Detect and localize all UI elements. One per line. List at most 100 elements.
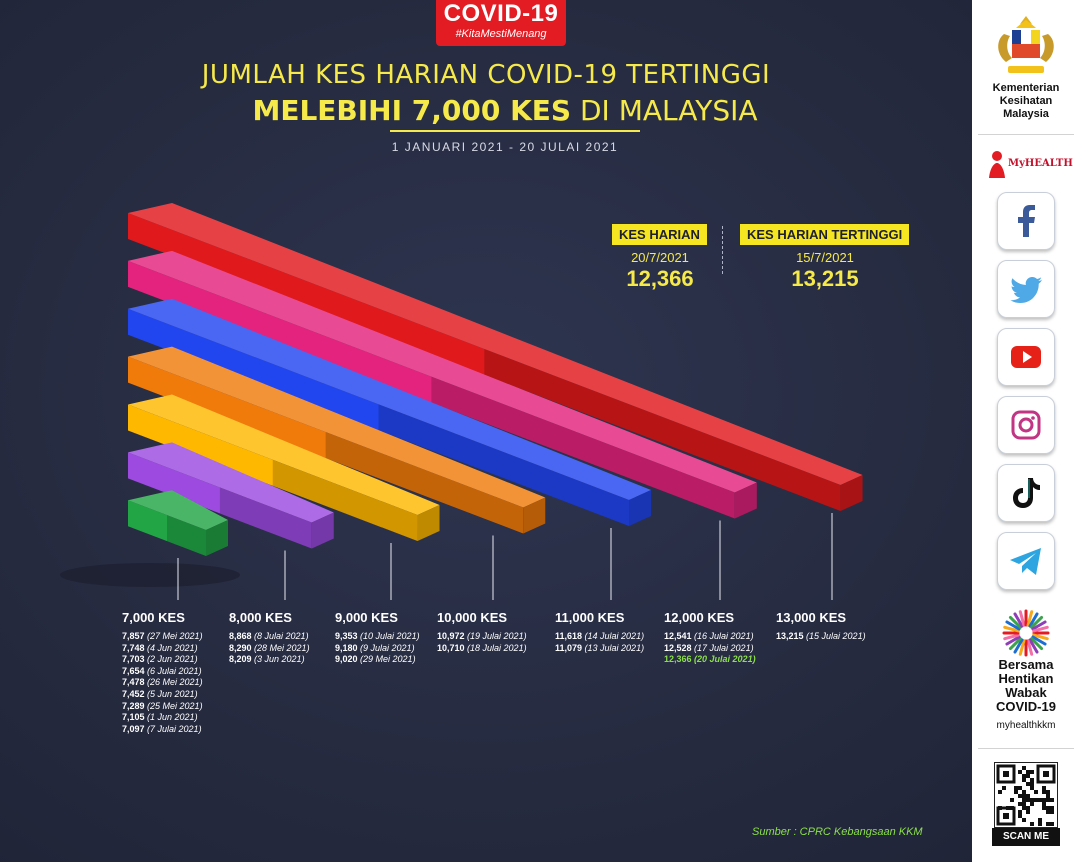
value-column: 10,000 KES 10,972 (19 Julai 2021) 10,710 (… [437, 610, 552, 654]
myhealth-label: MyHEALTH [1008, 158, 1073, 169]
bar-front-face [128, 212, 841, 512]
qr-cell [1018, 770, 1022, 774]
badge-title: COVID-19 [443, 0, 559, 27]
case-date: (17 Julai 2021) [694, 642, 754, 653]
case-date: (5 Jun 2021) [147, 688, 198, 699]
burst-ray [1028, 638, 1039, 654]
case-entry: 13,215 (15 Julai 2021) [776, 631, 891, 643]
campaign-line-1: Bersama [998, 657, 1054, 672]
tiktok-link[interactable] [997, 464, 1055, 522]
column-heading: 8,000 KES [229, 610, 292, 625]
bar-shade [325, 432, 524, 534]
bar-shadow [60, 563, 240, 587]
case-value: 8,868 [229, 631, 255, 641]
case-value: 7,452 [122, 688, 148, 699]
burst-ray [1005, 635, 1021, 646]
case-entry: 9,353 (10 Julai 2021) [335, 631, 450, 643]
qr-cell [1050, 806, 1054, 810]
facebook-icon [1018, 205, 1035, 237]
case-entry: 8,868 (8 Julai 2021) [229, 631, 344, 643]
case-value: 13,215 [776, 631, 807, 641]
bar-1 [128, 490, 228, 556]
qr-cell [1046, 810, 1050, 814]
qr-cell [1014, 786, 1018, 790]
bar-end-cap [206, 520, 228, 556]
qr-cell [1050, 810, 1054, 814]
infographic-main: COVID-19 #KitaMestiMenang JUMLAH KES HAR… [60, 0, 923, 838]
burst-ray [1031, 620, 1047, 631]
case-date: (13 Julai 2021) [584, 642, 645, 653]
case-entry: 7,748 (4 Jun 2021) [122, 643, 237, 655]
case-date: (1 Jun 2021) [147, 712, 198, 723]
case-entry: 7,452 (5 Jun 2021) [122, 689, 237, 701]
case-value: 9,180 [335, 642, 361, 653]
bar-7 [128, 202, 863, 512]
case-date: (25 Mei 2021) [147, 700, 203, 711]
column-heading: 7,000 KES [122, 610, 185, 625]
ministry-line-3: Malaysia [1003, 108, 1049, 120]
qr-cell [1022, 802, 1026, 806]
telegram-icon [1010, 548, 1041, 575]
qr-cell [1022, 766, 1026, 770]
column-heading: 9,000 KES [335, 610, 398, 625]
telegram-link[interactable] [997, 532, 1055, 590]
case-value: 10,972 [437, 631, 468, 641]
case-date: (8 Julai 2021) [254, 631, 309, 641]
qr-cell [1018, 814, 1022, 818]
peak-label-tag: KES HARIAN TERTINGGI [740, 224, 910, 245]
qr-cell [1022, 818, 1026, 822]
campaign-text: Bersama Hentikan Wabak COVID-19 [972, 658, 1080, 714]
highlight-divider [722, 226, 723, 274]
youtube-link[interactable] [997, 328, 1055, 386]
facebook-link[interactable] [997, 192, 1055, 250]
scan-me-label: SCAN ME [992, 828, 1060, 846]
qr-cell [1046, 822, 1050, 826]
case-value: 9,020 [335, 654, 361, 665]
malaysia-coat-of-arms-icon [998, 16, 1054, 73]
bar-4 [128, 346, 546, 534]
qr-cell [1046, 790, 1050, 794]
value-column: 11,000 KES 11,618 (14 Julai 2021) 11,079 (… [555, 610, 670, 654]
case-date: (19 Julai 2021) [467, 631, 527, 641]
case-value: 9,353 [335, 631, 361, 641]
instagram-link[interactable] [997, 396, 1055, 454]
burst-ray [1013, 638, 1024, 654]
case-entry: 11,618 (14 Julai 2021) [555, 631, 670, 643]
qr-cell [1022, 806, 1026, 810]
ministry-line-2: Kesihatan [999, 95, 1053, 107]
case-entry: 8,209 (3 Jun 2021) [229, 654, 344, 666]
case-date: (10 Julai 2021) [360, 631, 420, 641]
bar-shade [484, 348, 841, 511]
bar-shade [167, 515, 206, 556]
qr-cell [1042, 790, 1046, 794]
instagram-icon [1011, 410, 1041, 440]
date-range: 1 JANUARI 2021 - 20 JULAI 2021 [391, 140, 619, 154]
case-entry: 10,972 (19 Julai 2021) [437, 631, 552, 643]
burst-ray [1013, 612, 1024, 628]
bar-6 [128, 250, 757, 519]
ministry-line-1: Kementerian [992, 82, 1060, 94]
value-column: 9,000 KES 9,353 (10 Julai 2021) 9,180 (9 J… [335, 610, 450, 666]
bar-shade [219, 487, 312, 549]
tiktok-icon [1013, 478, 1040, 508]
title-rest-part: DI MALAYSIA [571, 94, 758, 127]
title-bold-part: MELEBIHI 7,000 KES [252, 94, 572, 127]
case-date: (28 Mei 2021) [254, 642, 310, 653]
myhealth-figure-icon [989, 151, 1005, 178]
qr-cell [1046, 794, 1050, 798]
value-column: 8,000 KES 8,868 (8 Julai 2021) 8,290 (28 M… [229, 610, 344, 666]
case-date: (27 Mei 2021) [147, 631, 203, 641]
case-entry: 9,020 (29 Mei 2021) [335, 654, 450, 666]
case-value: 12,528 [664, 642, 695, 653]
bar-shade [431, 376, 735, 519]
burst-ray [1003, 625, 1020, 633]
case-value: 7,857 [122, 631, 148, 641]
case-date: (18 Julai 2021) [467, 642, 527, 653]
case-entry: 11,079 (13 Julai 2021) [555, 643, 670, 655]
twitter-link[interactable] [997, 260, 1055, 318]
bar-2 [128, 442, 334, 549]
qr-cell [1026, 782, 1030, 786]
case-value: 7,478 [122, 677, 148, 688]
qr-code-icon[interactable] [994, 762, 1058, 828]
bar-top-face [128, 250, 757, 493]
